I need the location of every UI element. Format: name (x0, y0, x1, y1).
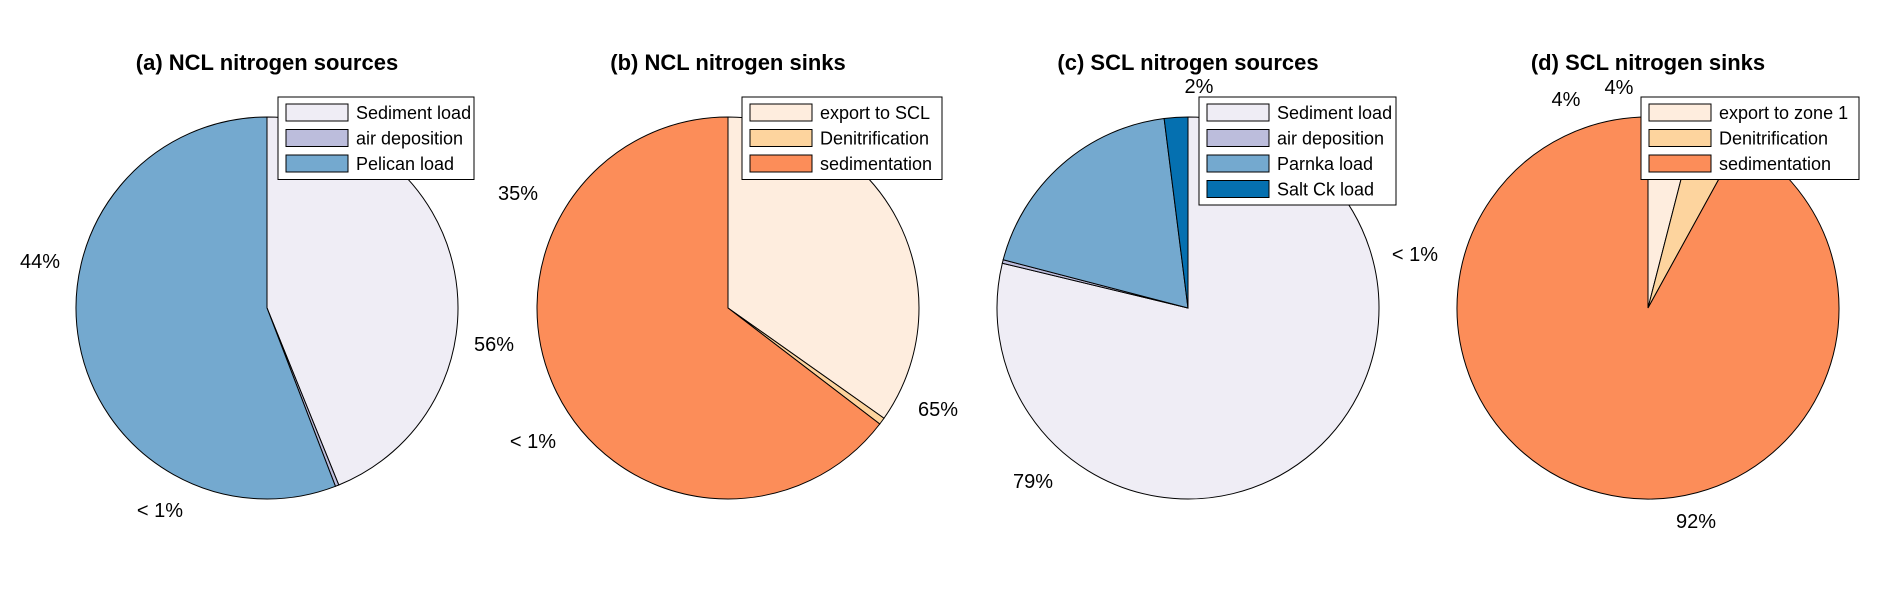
legend-entry: air deposition (356, 129, 463, 149)
pie-slice-sedimentation (536, 116, 881, 500)
pie-percent-label: 56% (474, 334, 514, 356)
legend-swatch (285, 129, 349, 147)
legend-entry: Pelican load (356, 154, 454, 174)
pie-slice-pelican-load (75, 116, 337, 500)
legend-swatch (1648, 129, 1712, 147)
legend-entry: Sediment load (1277, 103, 1392, 123)
legend-entry: Denitrification (820, 129, 929, 149)
pie-panel-1: (a) NCL nitrogen sources 44% < 1% 56% Sedime… (20, 50, 514, 522)
legend-swatch (1206, 129, 1270, 147)
legend-swatch (1206, 103, 1270, 122)
legend-swatch (749, 103, 813, 122)
legend-entry: Salt Ck load (1277, 180, 1374, 200)
pie-percent-label: 2% (1185, 76, 1214, 98)
pie-title: (b) NCL nitrogen sinks (610, 50, 846, 75)
pie-percent-label: < 1% (510, 431, 556, 453)
legend-entry: Denitrification (1719, 129, 1828, 149)
legend-swatch (1206, 154, 1270, 173)
pie-percent-label: 4% (1605, 77, 1634, 99)
pie-panel-2: (b) NCL nitrogen sinks 35% < 1% 65% export t… (498, 50, 958, 500)
pie-title: (c) SCL nitrogen sources (1057, 50, 1318, 75)
pie-slice-sedimentation (1456, 116, 1840, 500)
pie-percent-label: 79% (1013, 471, 1053, 493)
legend-entry: sedimentation (1719, 154, 1831, 174)
pie-title: (d) SCL nitrogen sinks (1531, 50, 1765, 75)
legend-swatch (749, 154, 813, 173)
legend-swatch (1648, 103, 1712, 122)
legend-swatch (749, 129, 813, 147)
pie-percent-label: 65% (918, 399, 958, 421)
pie-percent-label: 4% (1552, 89, 1581, 111)
pie-slice-parnka-load (1002, 117, 1189, 309)
legend-swatch (1206, 180, 1270, 198)
legend-entry: Parnka load (1277, 154, 1373, 174)
legend-entry: Sediment load (356, 103, 471, 123)
pie-percent-label: 35% (498, 183, 538, 205)
legend-swatch (285, 103, 349, 122)
legend-entry: export to SCL (820, 103, 930, 123)
legend-swatch (1648, 154, 1712, 173)
legend-entry: air deposition (1277, 129, 1384, 149)
pie-percent-label: 92% (1676, 511, 1716, 533)
pie-panel-3: (c) SCL nitrogen sources 79% < 1% 2% Sedimen… (996, 50, 1438, 500)
pie-percent-label: 44% (20, 251, 60, 273)
pie-percent-label: < 1% (1392, 244, 1438, 266)
legend-swatch (285, 154, 349, 173)
legend-entry: sedimentation (820, 154, 932, 174)
pie-percent-label: < 1% (137, 500, 183, 522)
pie-slice-salt-ck-load (1163, 116, 1189, 309)
legend-entry: export to zone 1 (1719, 103, 1848, 123)
pie-title: (a) NCL nitrogen sources (136, 50, 398, 75)
